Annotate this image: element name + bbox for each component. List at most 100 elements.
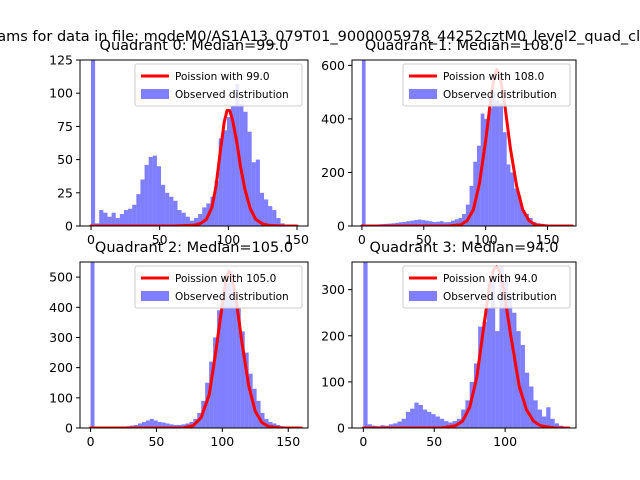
- histogram-bar: [537, 409, 542, 428]
- histogram-bar: [435, 416, 440, 428]
- histogram-bar: [145, 420, 150, 428]
- histogram-bar: [169, 424, 174, 428]
- histogram-bar: [136, 194, 141, 226]
- histogram-bar: [495, 331, 500, 428]
- histogram-bar: [410, 220, 414, 226]
- histogram-bar: [231, 105, 236, 226]
- histogram-bar: [428, 221, 433, 226]
- histogram-bar: [161, 422, 166, 428]
- legend-label: Observed distribution: [175, 89, 289, 101]
- x-tick-label: 100: [210, 434, 234, 449]
- histogram-bar: [236, 307, 241, 428]
- histogram-bar: [367, 424, 372, 428]
- y-tick-label: 125: [49, 53, 73, 68]
- axes-frame: [79, 261, 309, 429]
- histogram-bar: [255, 159, 260, 226]
- histogram-bar: [491, 92, 496, 226]
- histogram-bar: [402, 221, 407, 226]
- legend-box: [134, 63, 303, 107]
- x-tick-label: 0: [87, 434, 95, 449]
- histogram-bar: [486, 308, 491, 428]
- histogram-bar: [521, 209, 526, 226]
- histogram-bar: [137, 423, 142, 428]
- histogram-bar: [454, 219, 459, 226]
- histogram-bar: [169, 196, 174, 226]
- histogram-bar: [432, 221, 437, 226]
- histogram-bar: [393, 423, 398, 428]
- y-tick-label: 200: [49, 360, 73, 375]
- quadrant-0-chart: 0 50 100 150 0 25 50 75 100 125 Quadrant 0: Median…: [49, 38, 309, 247]
- y-tick-label: 500: [49, 270, 73, 285]
- y-tick-label: 400: [321, 111, 345, 126]
- histogram-bar: [495, 100, 500, 226]
- x-tick-label: 50: [416, 232, 432, 247]
- figure-suptitle: Histograms for data in file: modeM0/AS1A…: [0, 29, 640, 45]
- histogram-bar: [161, 184, 166, 226]
- quadrant-panels: 0 50 100 150 0 25 50 75 100 125 Quadrant 0: Median…: [49, 38, 577, 449]
- x-tick-label: 150: [276, 434, 300, 449]
- histogram-bar: [436, 221, 440, 226]
- histogram-bar: [414, 402, 419, 428]
- panel-title: Quadrant 2: Median=105.0: [95, 240, 293, 256]
- histogram-bar: [213, 337, 218, 428]
- x-tick-label: 100: [474, 232, 498, 247]
- x-tick-label: 50: [152, 232, 168, 247]
- histogram-bar: [421, 220, 426, 226]
- histogram-bar: [478, 326, 483, 428]
- histogram-bar: [165, 192, 170, 226]
- histogram-bar: [363, 262, 368, 428]
- legend-label: Observed distribution: [443, 89, 557, 101]
- histogram-bar: [439, 418, 445, 428]
- quadrant-2-chart: 0 50 100 150 0 100 200 300 400 500 Quadrant 2: Med…: [49, 240, 309, 449]
- histogram-bar: [202, 207, 207, 226]
- histogram-bar: [264, 418, 269, 428]
- histogram-bar: [177, 424, 182, 428]
- y-tick-label: 300: [49, 330, 73, 345]
- histogram-bar: [488, 108, 492, 226]
- histogram-bar: [514, 188, 518, 226]
- x-tick-label: 150: [536, 232, 560, 247]
- histogram-bar: [401, 418, 406, 428]
- histogram-bar: [141, 421, 146, 428]
- histogram-bar: [276, 218, 281, 226]
- panel-title: Quadrant 0: Median=99.0: [100, 38, 289, 54]
- histogram-bar: [520, 345, 525, 428]
- histogram-bar: [425, 220, 429, 226]
- histogram-bar: [260, 412, 265, 428]
- histogram-bar: [111, 212, 116, 226]
- histogram-bar: [177, 210, 182, 226]
- histogram-bar: [140, 179, 145, 226]
- y-tick-label: 400: [49, 300, 73, 315]
- histogram-bar: [232, 289, 237, 428]
- x-tick-label: 0: [358, 232, 366, 247]
- legend-box: [402, 63, 571, 107]
- histogram-bar: [418, 404, 423, 428]
- histogram-bar: [541, 416, 547, 428]
- histogram-bar: [247, 131, 252, 226]
- y-tick-label: 600: [321, 58, 345, 73]
- histogram-bar: [395, 222, 400, 226]
- histogram-bar: [529, 386, 534, 428]
- histogram-bar: [128, 208, 133, 226]
- y-tick-label: 0: [337, 219, 345, 234]
- histogram-bar: [447, 221, 452, 226]
- histogram-bar: [413, 220, 418, 226]
- x-tick-label: 50: [426, 434, 442, 449]
- legend-bar-swatch: [409, 89, 437, 99]
- histogram-bar: [165, 423, 170, 428]
- histogram-bar: [443, 222, 448, 226]
- histogram-bar: [173, 424, 178, 428]
- histogram-bar: [224, 283, 229, 428]
- histogram-bar: [90, 262, 95, 428]
- histogram-bar: [451, 220, 455, 226]
- histogram-bar: [221, 298, 225, 428]
- y-tick-label: 50: [57, 152, 73, 167]
- x-tick-label: 100: [493, 434, 517, 449]
- histogram-bar: [550, 418, 555, 428]
- x-tick-label: 150: [285, 232, 309, 247]
- histogram-bar: [268, 206, 273, 226]
- histogram-bar: [103, 212, 108, 226]
- legend: Poission with 105.0 Observed distribution: [134, 265, 303, 309]
- legend-bar-swatch: [409, 291, 437, 301]
- histogram-bar: [222, 130, 227, 226]
